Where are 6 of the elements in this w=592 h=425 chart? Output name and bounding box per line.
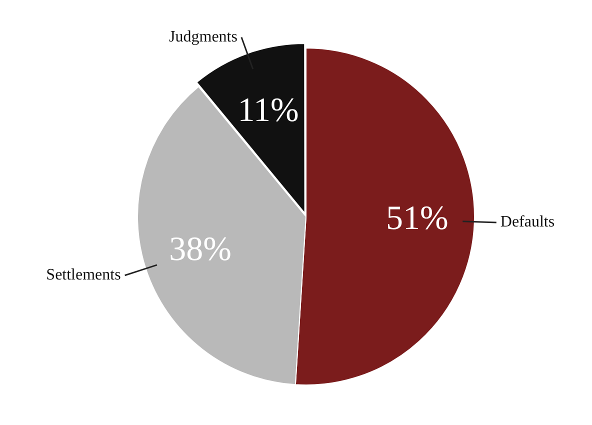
data-label: 38% (169, 230, 232, 268)
slice-label: Defaults (500, 214, 555, 231)
slice-label: Judgments (169, 28, 238, 46)
slice-label: Settlements (46, 266, 121, 284)
data-label: 11% (238, 92, 299, 129)
data-label: 51% (386, 200, 448, 237)
